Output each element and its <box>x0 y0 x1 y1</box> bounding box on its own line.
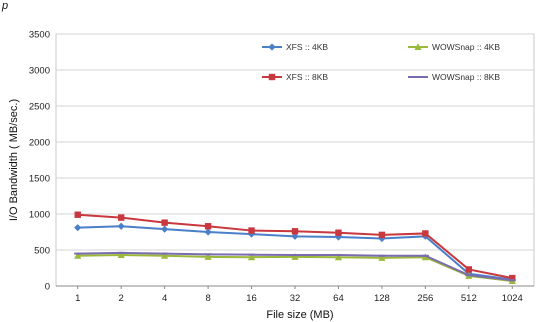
legend-item-0: XFS :: 4KB <box>262 42 328 52</box>
data-point-0-7 <box>378 234 386 243</box>
x-tick-label-512: 512 <box>461 293 477 304</box>
legend-item-2: XFS :: 8KB <box>262 72 328 82</box>
y-tick-label-2500: 2500 <box>29 102 50 113</box>
legend-marker-2 <box>268 73 276 81</box>
data-point-2-8 <box>422 230 429 237</box>
data-point-2-3 <box>204 223 212 230</box>
legend-label-2: XFS :: 8KB <box>286 72 328 82</box>
data-point-0-5 <box>291 232 299 240</box>
legend-label-1: WOWSnap :: 4KB <box>432 42 500 52</box>
series-layer <box>74 211 516 284</box>
data-point-1-3 <box>204 253 212 260</box>
legend-label-3: WOWSnap :: 8KB <box>432 72 500 82</box>
y-tick-label-0: 0 <box>45 282 50 293</box>
data-point-1-4 <box>247 253 256 261</box>
series-1 <box>74 251 516 284</box>
x-tick-label-32: 32 <box>290 293 301 304</box>
y-tick-label-3000: 3000 <box>29 66 50 77</box>
data-point-0-2 <box>161 225 169 233</box>
data-point-2-6 <box>335 229 342 236</box>
x-tick-label-256: 256 <box>417 293 433 304</box>
y-tick-label-1000: 1000 <box>29 210 50 221</box>
data-point-1-2 <box>161 251 169 259</box>
data-point-2-10 <box>509 274 516 282</box>
data-point-1-5 <box>291 253 299 260</box>
legend-item-1: WOWSnap :: 4KB <box>408 42 500 52</box>
x-tick-label-2: 2 <box>119 293 124 304</box>
y-tick-label-500: 500 <box>34 246 50 257</box>
data-point-1-7 <box>378 254 386 261</box>
data-point-2-0 <box>74 211 81 218</box>
x-tick-label-16: 16 <box>246 293 257 304</box>
data-point-2-7 <box>378 231 386 239</box>
plot-area <box>55 33 535 287</box>
data-point-2-5 <box>291 228 299 235</box>
data-point-0-1 <box>117 222 125 230</box>
data-point-0-0 <box>74 224 82 232</box>
x-tick-label-4: 4 <box>162 293 167 304</box>
x-tick-label-1: 1 <box>75 293 80 304</box>
y-axis-label: I/O Bandwidth ( MB/sec.) <box>8 99 20 221</box>
x-axis-label: File size (MB) <box>266 309 333 321</box>
data-point-1-0 <box>74 251 82 259</box>
data-point-2-2 <box>161 219 168 226</box>
y-axis-ticks: 0 500 1000 1500 2000 2500 3000 3500 <box>29 30 50 293</box>
y-tick-label-1500: 1500 <box>29 174 50 185</box>
y-tick-label-2000: 2000 <box>29 138 50 149</box>
legend-marker-1 <box>414 43 422 50</box>
x-tick-label-64: 64 <box>333 293 344 304</box>
data-point-1-1 <box>117 251 125 259</box>
y-tick-label-3500: 3500 <box>29 30 50 41</box>
legend-item-3: WOWSnap :: 8KB <box>408 72 500 82</box>
legend-label-0: XFS :: 4KB <box>286 42 328 52</box>
gridlines <box>56 33 534 287</box>
data-point-2-1 <box>117 214 125 221</box>
x-tick-label-8: 8 <box>205 293 210 304</box>
data-point-2-9 <box>465 266 473 273</box>
x-axis-ticks: 1 2 4 8 16 32 64 128 256 512 1024 <box>75 286 523 304</box>
data-point-2-4 <box>248 227 255 234</box>
series-3 <box>74 251 516 282</box>
data-point-1-6 <box>334 253 343 261</box>
legend-marker-0 <box>268 43 276 51</box>
x-tick-label-1024: 1024 <box>502 293 523 304</box>
x-tick-label-128: 128 <box>374 293 390 304</box>
series-2 <box>74 211 516 282</box>
corner-text: p <box>1 0 8 12</box>
data-point-0-3 <box>204 228 212 236</box>
